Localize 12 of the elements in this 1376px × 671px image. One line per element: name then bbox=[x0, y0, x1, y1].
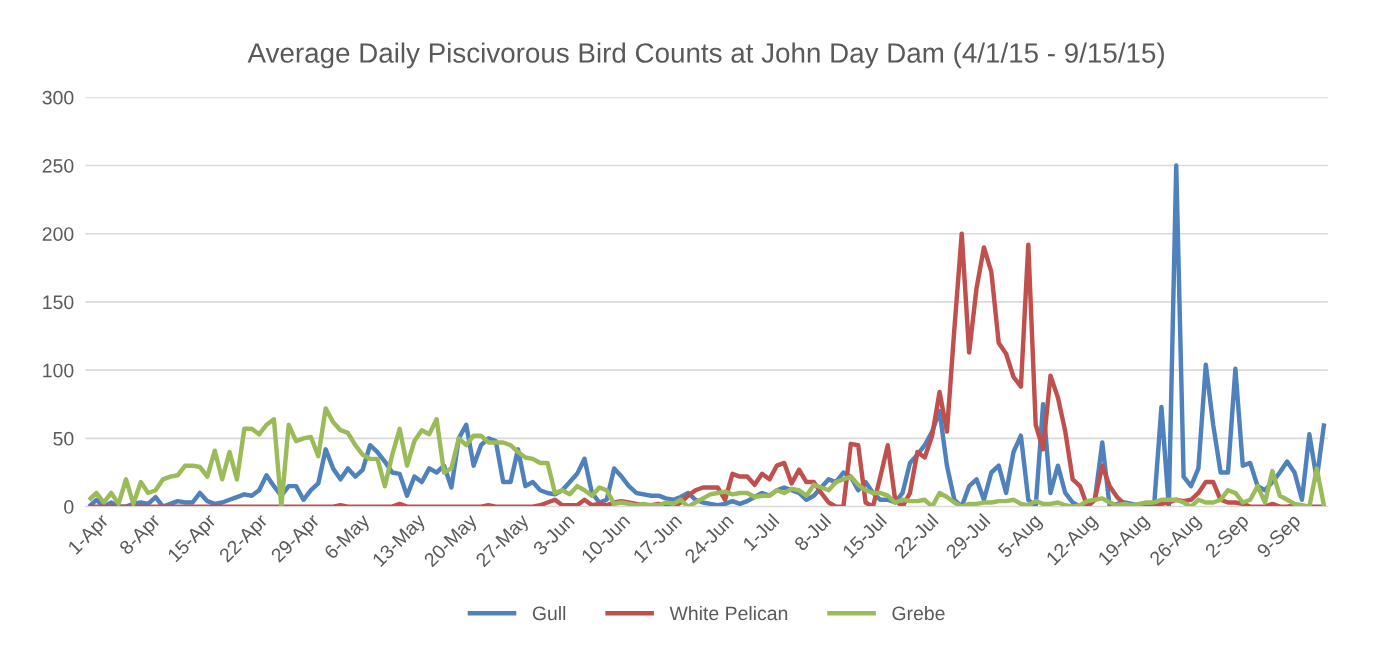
y-tick-label: 50 bbox=[53, 431, 74, 446]
legend-label: Grebe bbox=[892, 605, 945, 621]
legend-label: Gull bbox=[532, 605, 566, 621]
y-tick-label: 200 bbox=[42, 227, 74, 241]
chart-title: Average Daily Piscivorous Bird Counts at John Day Dam (4/1/15 - 9/15/15) bbox=[247, 42, 1164, 69]
y-tick-label: 250 bbox=[42, 158, 74, 173]
y-tick-label: 150 bbox=[43, 295, 74, 310]
y-tick-label: 0 bbox=[64, 500, 74, 514]
y-tick-label: 300 bbox=[42, 90, 74, 105]
line-series bbox=[86, 406, 1327, 507]
legend-label: White Pelican bbox=[669, 605, 788, 621]
y-tick-label: 100 bbox=[43, 363, 74, 378]
